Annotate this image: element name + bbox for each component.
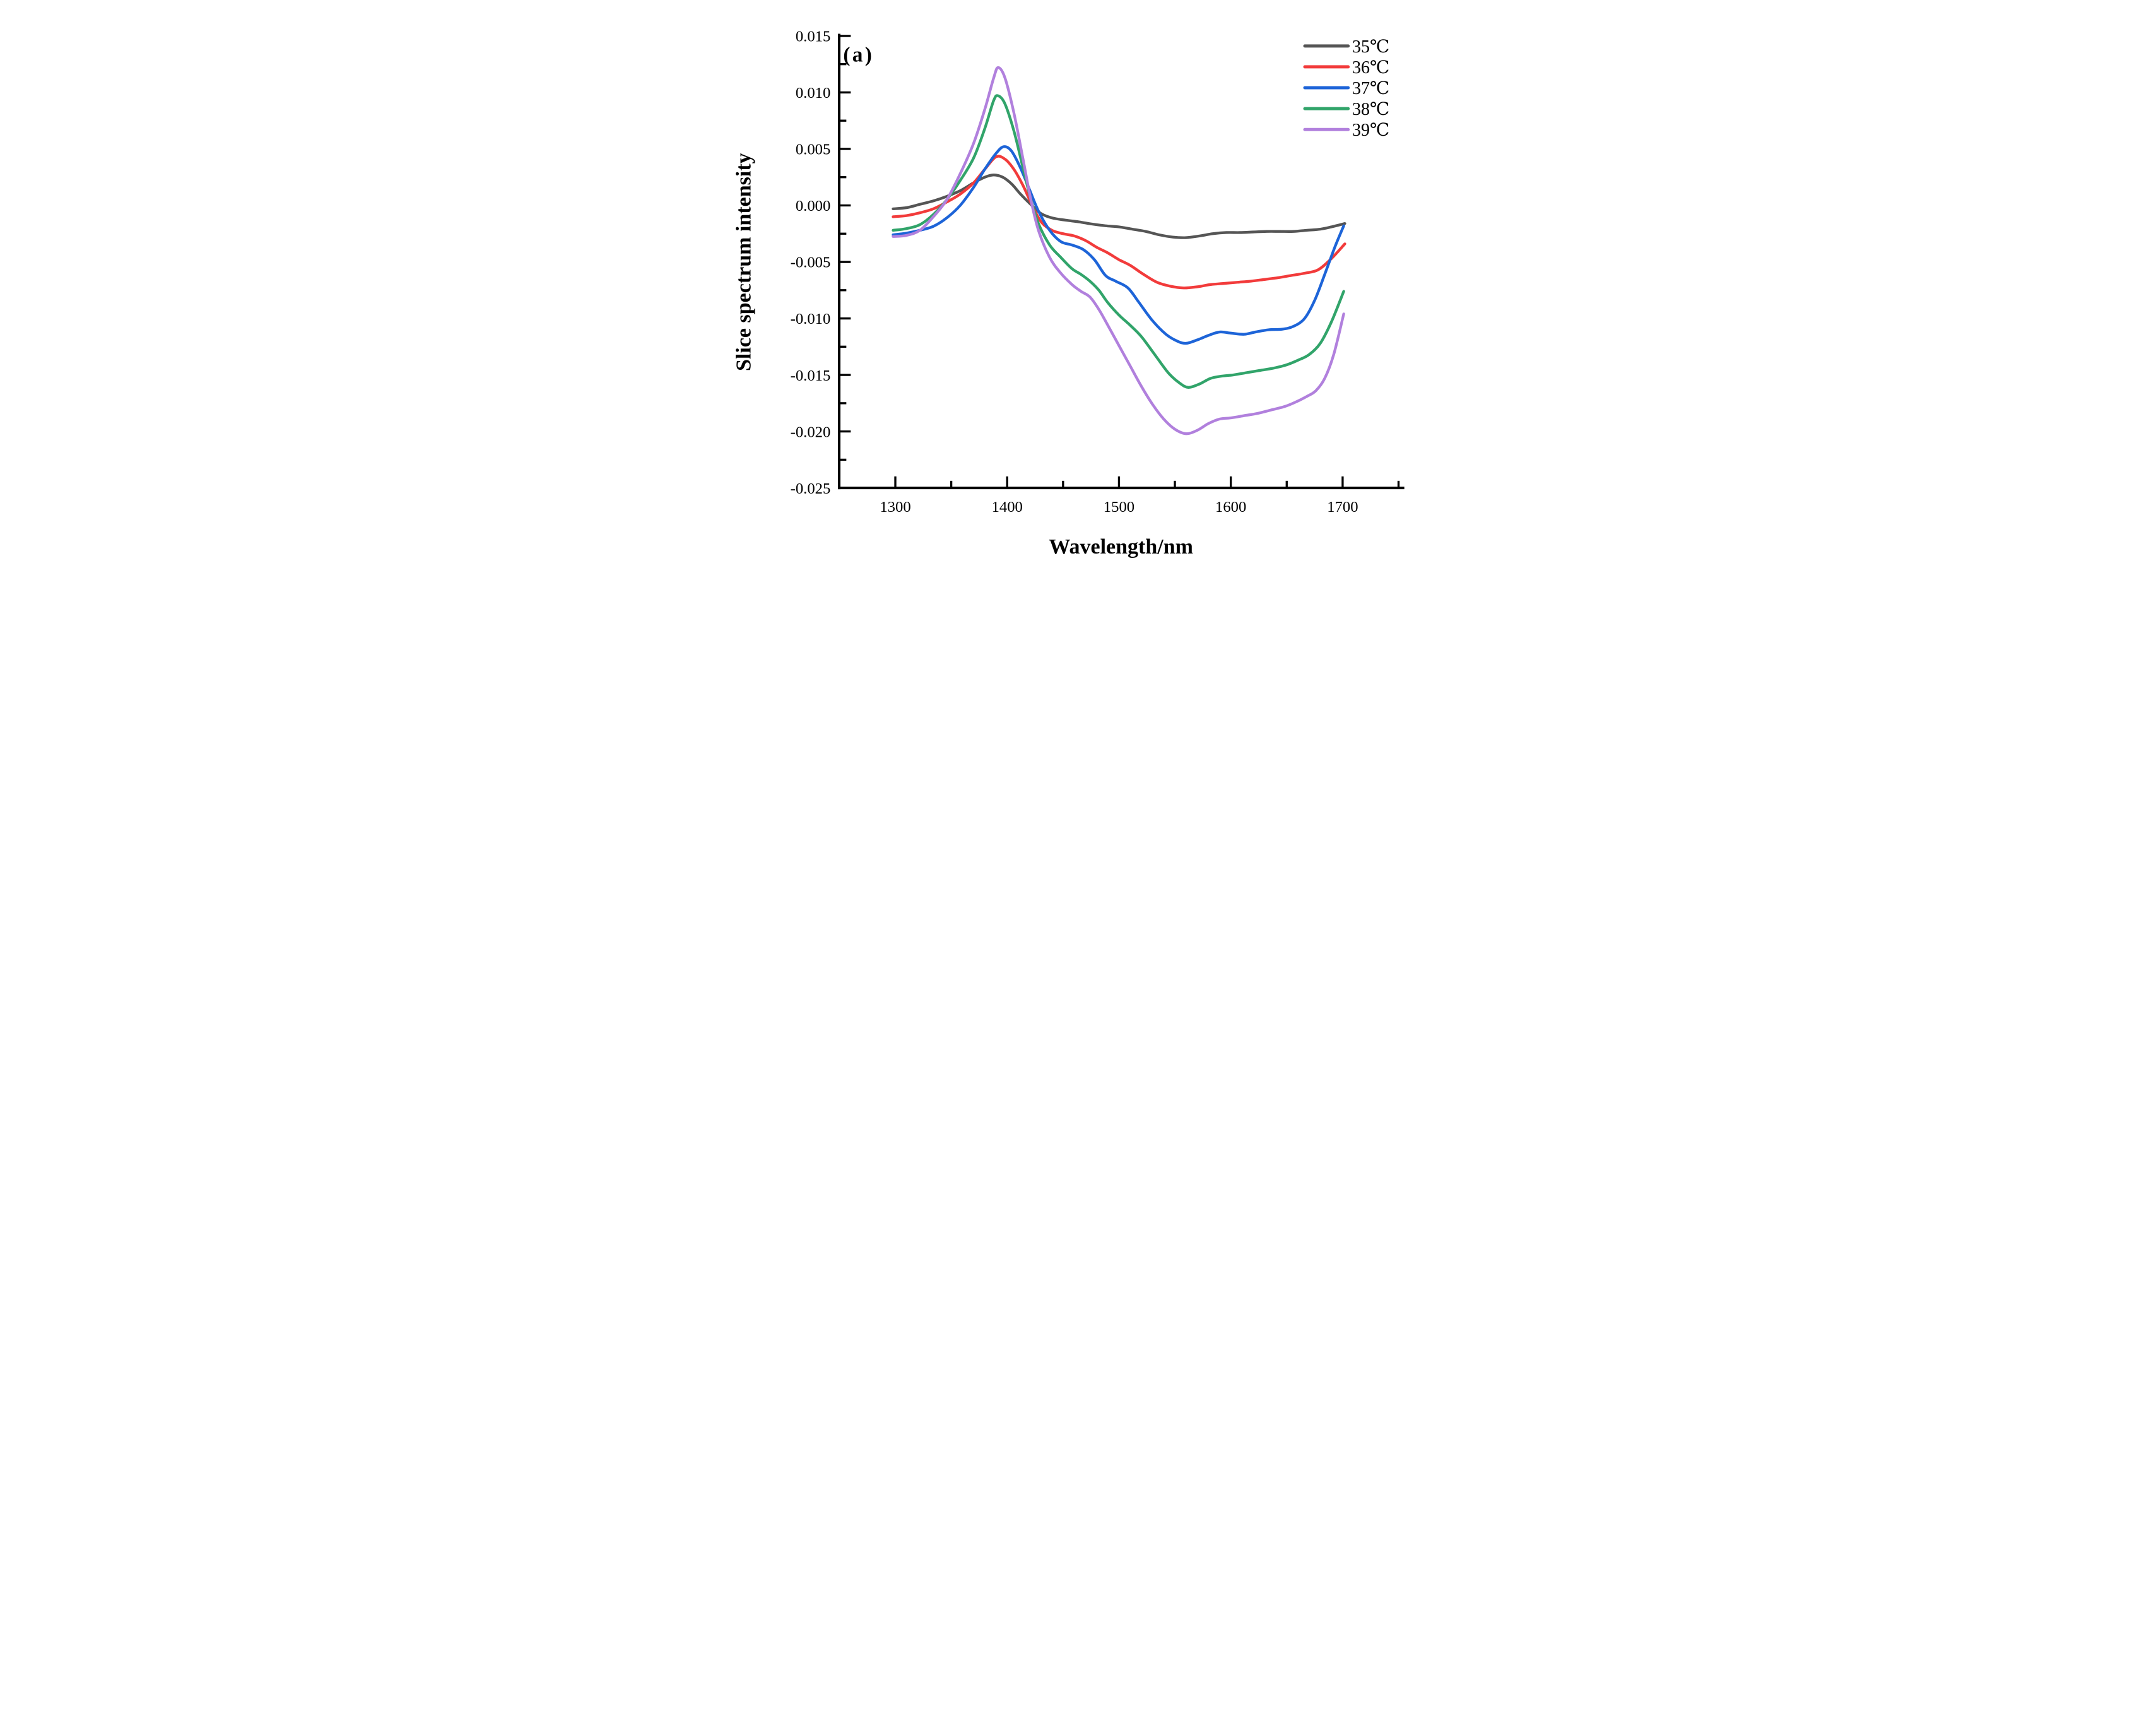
x-tick-label: 1500: [1104, 499, 1134, 516]
legend-item: 37℃: [1303, 79, 1389, 98]
series-line-36℃: [892, 155, 1346, 290]
x-axis-title: Wavelength/nm: [1049, 535, 1193, 559]
legend-label: 38℃: [1352, 100, 1389, 119]
data-series-lines: [892, 66, 1346, 435]
legend-label: 36℃: [1352, 58, 1389, 78]
x-tick-label: 1600: [1215, 499, 1246, 516]
chart-canvas: 1300 1400 1500 1600 1700 0.015 0.010 0.005 0.000…: [733, 28, 1405, 559]
y-tick-label: 0.010: [796, 85, 830, 102]
axis-ticks: [839, 35, 1400, 489]
series-line-38℃: [892, 94, 1345, 389]
x-tick-label: 1300: [880, 499, 910, 516]
legend-item: 39℃: [1303, 121, 1389, 140]
y-axis-title: Slice spectrum intensity: [733, 153, 756, 371]
y-tick-label: 0.005: [796, 141, 830, 158]
x-tick-label: 1400: [992, 499, 1023, 516]
y-tick-label: -0.025: [791, 480, 831, 497]
panel-label: (a): [843, 44, 874, 67]
y-tick-label: 0.015: [796, 28, 830, 45]
y-tick-label: 0.000: [796, 198, 830, 215]
legend-label: 39℃: [1352, 121, 1389, 140]
legend-item: 38℃: [1303, 100, 1389, 119]
y-tick-label: -0.015: [791, 367, 831, 384]
legend-item: 35℃: [1303, 37, 1389, 57]
legend-label: 37℃: [1352, 79, 1389, 98]
y-tick-label: -0.020: [791, 423, 831, 441]
series-line-39℃: [892, 66, 1345, 435]
legend-item: 36℃: [1303, 58, 1389, 78]
y-tick-label: -0.005: [791, 254, 831, 271]
axis-tick-labels: 1300 1400 1500 1600 1700 0.015 0.010 0.005 0.000…: [791, 28, 1358, 516]
legend: 35℃36℃37℃ 38℃ 39℃: [1303, 37, 1389, 140]
y-tick-label: -0.010: [791, 311, 831, 328]
series-line-37℃: [892, 145, 1345, 345]
legend-label: 35℃: [1352, 37, 1389, 57]
figure-panel-a: 1300 1400 1500 1600 1700 0.015 0.010 0.005 0.000…: [719, 0, 1437, 571]
x-tick-label: 1700: [1327, 499, 1358, 516]
